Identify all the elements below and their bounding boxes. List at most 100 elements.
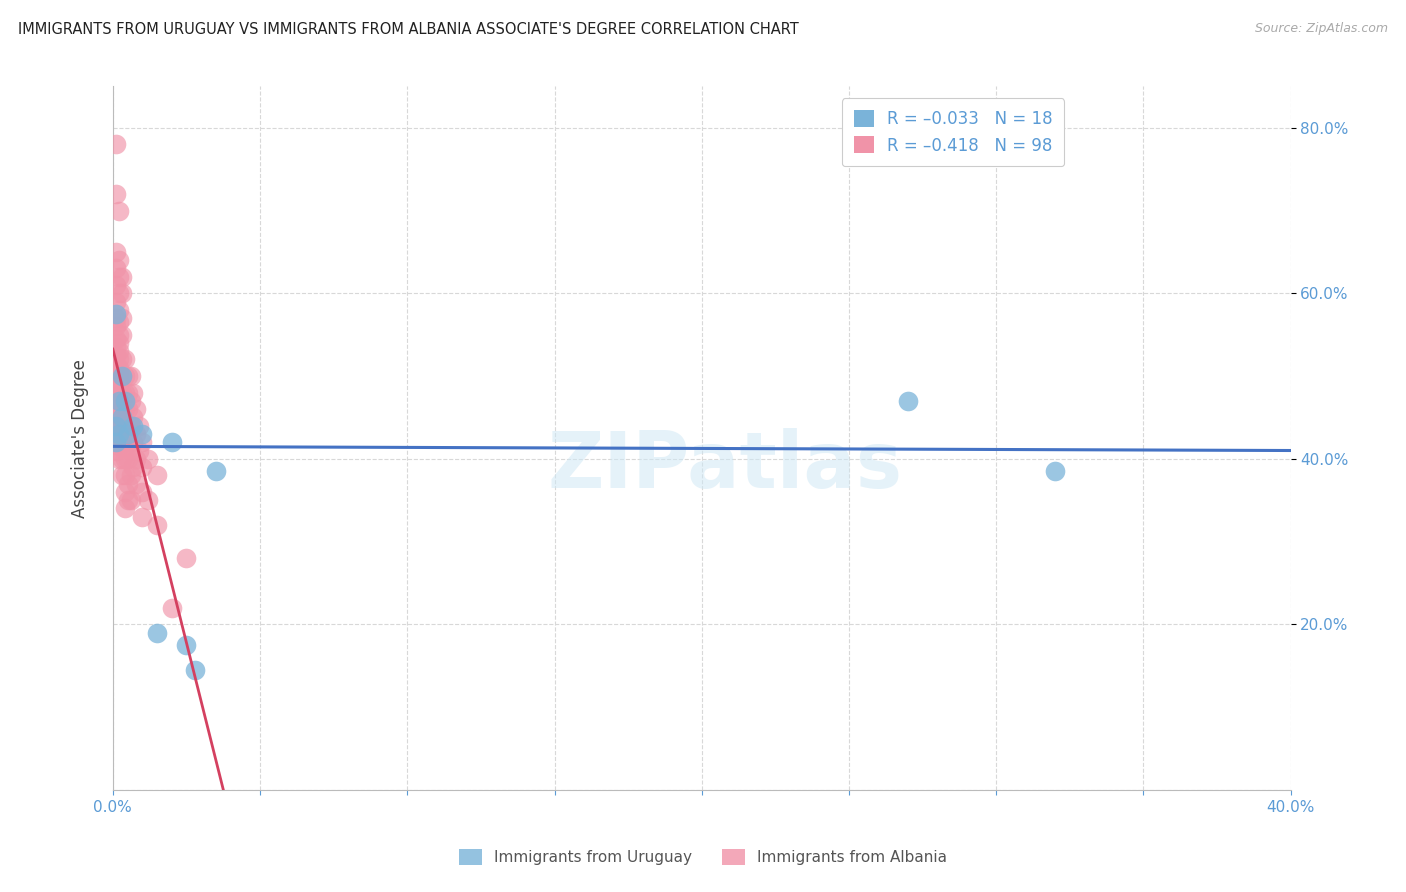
Point <box>114 385 136 400</box>
Point <box>184 663 207 677</box>
Point <box>117 476 139 491</box>
Point <box>104 340 127 354</box>
Point <box>114 369 136 384</box>
Point <box>114 352 136 367</box>
Point <box>107 423 129 437</box>
Point <box>897 393 920 408</box>
Point <box>104 418 127 433</box>
Point <box>117 369 139 384</box>
Point <box>111 269 134 284</box>
Point <box>120 468 142 483</box>
Point <box>125 402 148 417</box>
Point <box>104 277 127 292</box>
Point <box>107 439 129 453</box>
Point <box>120 418 142 433</box>
Point <box>114 393 136 408</box>
Point <box>117 451 139 466</box>
Point <box>114 501 136 516</box>
Point <box>107 344 129 359</box>
Point <box>128 418 150 433</box>
Point <box>114 418 136 433</box>
Point <box>160 435 183 450</box>
Point <box>107 286 129 301</box>
Point <box>117 493 139 508</box>
Point <box>107 393 129 408</box>
Point <box>107 377 129 392</box>
Point <box>107 427 129 442</box>
Point <box>104 186 127 201</box>
Point <box>128 443 150 458</box>
Point <box>122 418 145 433</box>
Point <box>104 137 127 152</box>
Point <box>122 385 145 400</box>
Point <box>111 369 134 384</box>
Point <box>111 327 134 342</box>
Point <box>205 464 228 478</box>
Point <box>107 302 129 317</box>
Text: ZIPatlas: ZIPatlas <box>548 428 903 504</box>
Point <box>107 327 129 342</box>
Point <box>107 393 129 408</box>
Point <box>114 484 136 499</box>
Point <box>107 335 129 350</box>
Point <box>104 365 127 379</box>
Point <box>117 402 139 417</box>
Point <box>104 427 127 442</box>
Point <box>111 352 134 367</box>
Point <box>107 352 129 367</box>
Point <box>107 418 129 433</box>
Point <box>176 638 198 652</box>
Point <box>136 451 159 466</box>
Point <box>114 468 136 483</box>
Point <box>107 369 129 384</box>
Point <box>122 435 145 450</box>
Point <box>104 307 127 321</box>
Point <box>104 357 127 371</box>
Point <box>1043 464 1066 478</box>
Point <box>111 402 134 417</box>
Legend: R = –0.033   N = 18, R = –0.418   N = 98: R = –0.033 N = 18, R = –0.418 N = 98 <box>842 98 1064 166</box>
Point <box>114 402 136 417</box>
Point <box>114 451 136 466</box>
Point <box>107 203 129 218</box>
Point <box>104 294 127 309</box>
Point <box>104 373 127 387</box>
Point <box>104 332 127 346</box>
Point <box>117 385 139 400</box>
Point <box>111 435 134 450</box>
Point <box>117 427 139 442</box>
Legend: Immigrants from Uruguay, Immigrants from Albania: Immigrants from Uruguay, Immigrants from… <box>453 843 953 871</box>
Point <box>111 369 134 384</box>
Point <box>120 369 142 384</box>
Point <box>125 476 148 491</box>
Point <box>111 385 134 400</box>
Point <box>104 410 127 425</box>
Text: IMMIGRANTS FROM URUGUAY VS IMMIGRANTS FROM ALBANIA ASSOCIATE'S DEGREE CORRELATIO: IMMIGRANTS FROM URUGUAY VS IMMIGRANTS FR… <box>18 22 799 37</box>
Point <box>131 427 153 442</box>
Point <box>107 269 129 284</box>
Point <box>131 509 153 524</box>
Point <box>111 451 134 466</box>
Point <box>125 451 148 466</box>
Y-axis label: Associate's Degree: Associate's Degree <box>72 359 89 517</box>
Point <box>107 431 129 445</box>
Point <box>125 427 148 442</box>
Point <box>146 518 169 533</box>
Point <box>104 381 127 395</box>
Point <box>107 451 129 466</box>
Point <box>104 435 127 450</box>
Point <box>114 435 136 450</box>
Point <box>176 551 198 566</box>
Point <box>111 418 134 433</box>
Point <box>117 418 139 433</box>
Point <box>104 443 127 458</box>
Point <box>122 410 145 425</box>
Point <box>146 625 169 640</box>
Point <box>104 402 127 417</box>
Point <box>107 315 129 329</box>
Point <box>131 484 153 499</box>
Point <box>111 410 134 425</box>
Point <box>122 460 145 475</box>
Point <box>104 311 127 326</box>
Point <box>160 600 183 615</box>
